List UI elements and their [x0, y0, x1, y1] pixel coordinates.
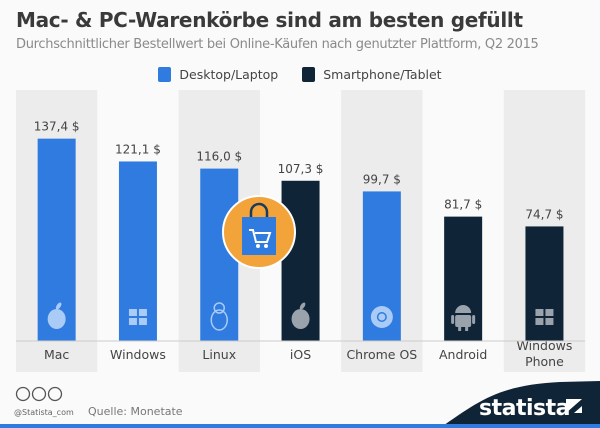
linux-body	[210, 309, 228, 331]
twitter-handle: @Statista_com	[14, 408, 74, 417]
windows-pane	[128, 318, 137, 325]
linux-icon	[210, 302, 228, 331]
bar-windows	[118, 161, 157, 341]
data-label: 121,1 $	[115, 142, 161, 156]
data-label: 116,0 $	[196, 150, 242, 164]
windows-pane	[535, 318, 544, 325]
android-arm	[472, 315, 476, 324]
category-label: Windows	[110, 347, 166, 362]
data-label: 107,3 $	[278, 162, 324, 176]
legend-label: Desktop/Laptop	[179, 67, 279, 82]
by-icon	[31, 386, 47, 402]
source-note: Quelle: Monetate	[88, 405, 183, 418]
data-label: 81,7 $	[444, 198, 482, 212]
android-leg	[465, 326, 469, 331]
android-leg	[458, 326, 462, 331]
bag-body	[242, 217, 276, 255]
cart-wheel	[256, 244, 260, 248]
android-icon	[451, 305, 476, 331]
windows-icon	[128, 309, 147, 325]
nd-icon	[47, 386, 63, 402]
data-label: 137,4 $	[34, 120, 80, 134]
chart-subtitle: Durchschnittlicher Bestellwert bei Onlin…	[16, 37, 539, 52]
windows-icon	[535, 309, 554, 325]
legend-label: Smartphone/Tablet	[323, 67, 442, 82]
cart-wheel	[264, 244, 268, 248]
data-label: 99,7 $	[363, 172, 401, 186]
android-body	[455, 315, 472, 327]
category-label: Android	[439, 347, 487, 362]
apple-body	[47, 309, 66, 329]
data-label: 74,7 $	[525, 207, 563, 221]
windows-pane	[535, 309, 544, 316]
footer-strip	[0, 424, 600, 428]
windows-pane	[138, 309, 147, 316]
statista-logo-slash	[566, 399, 582, 413]
legend-swatch	[158, 67, 172, 82]
category-label: iOS	[290, 347, 311, 362]
apple-body	[291, 309, 310, 329]
footer-swoosh	[440, 381, 600, 428]
apple-leaf	[299, 302, 306, 310]
legend-item-mobile: Smartphone/Tablet	[302, 67, 442, 82]
android-arm	[451, 315, 455, 324]
cc-icon	[15, 386, 31, 402]
shopping-bag-icon	[222, 195, 296, 269]
android-head	[455, 305, 472, 313]
legend-item-desktop: Desktop/Laptop	[158, 67, 278, 82]
windows-pane	[128, 309, 137, 316]
category-label: Windows	[517, 338, 573, 353]
windows-pane	[545, 309, 554, 316]
bag-handle	[249, 202, 269, 218]
category-label: Chrome OS	[346, 347, 417, 362]
category-label: Linux	[202, 347, 236, 362]
apple-icon	[291, 302, 310, 329]
statista-logo: statista	[479, 396, 570, 421]
linux-head	[213, 302, 225, 314]
bar-windows-phone	[525, 226, 564, 341]
cart-icon	[249, 229, 272, 243]
category-label: Phone	[525, 354, 564, 369]
category-label: Mac	[44, 347, 69, 362]
legend: Desktop/Laptop Smartphone/Tablet	[0, 67, 600, 82]
chart-title: Mac- & PC-Warenkörbe sind am besten gefü…	[16, 8, 523, 32]
chrome-center	[378, 313, 386, 321]
windows-pane	[545, 318, 554, 325]
legend-swatch	[302, 67, 316, 82]
apple-icon	[47, 302, 66, 329]
apple-leaf	[55, 302, 62, 310]
windows-pane	[138, 318, 147, 325]
chrome-icon	[370, 306, 393, 328]
